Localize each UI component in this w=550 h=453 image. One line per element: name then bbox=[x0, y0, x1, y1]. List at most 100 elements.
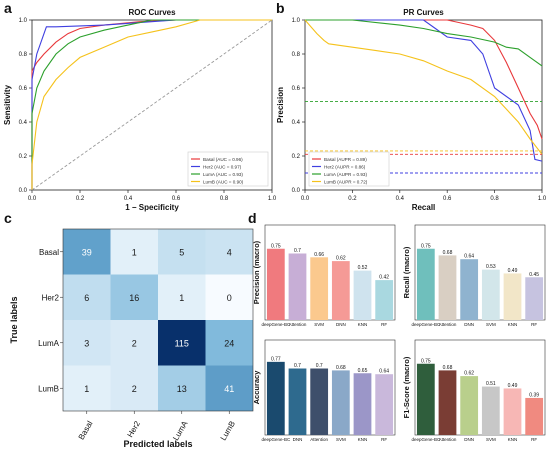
f1-score-frame bbox=[414, 339, 546, 436]
f1-score-category-label: SVM bbox=[486, 437, 496, 442]
f1-score-category-label: deepGene-BC bbox=[411, 437, 441, 442]
confusion-col-label: LumB bbox=[219, 420, 237, 443]
recall-bar bbox=[503, 273, 522, 320]
precision-bar bbox=[353, 270, 372, 320]
roc-ytick-label: 0.2 bbox=[19, 154, 28, 160]
confusion-cell bbox=[63, 320, 111, 366]
confusion-cell bbox=[205, 320, 253, 366]
pr-legend-label: LumB (AUPR = 0.72) bbox=[324, 179, 368, 184]
f1-score-bar-value: 0.62 bbox=[464, 371, 474, 377]
confusion-cell bbox=[63, 365, 111, 411]
accuracy-category-label: deepGene-BC bbox=[261, 437, 291, 442]
recall-bar-value: 0.64 bbox=[464, 254, 474, 260]
confusion-cell bbox=[63, 274, 111, 320]
pr-x-axis-label: Recall bbox=[412, 203, 436, 212]
recall-category-label: Attention bbox=[439, 322, 457, 327]
f1-score-bar-value: 0.68 bbox=[443, 365, 453, 371]
confusion-cell-value: 1 bbox=[132, 247, 137, 257]
precision-bar-value: 0.62 bbox=[336, 256, 346, 262]
precision-bar bbox=[288, 253, 307, 320]
accuracy-bar-value: 0.64 bbox=[379, 369, 389, 375]
confusion-cell-value: 16 bbox=[129, 293, 139, 303]
pr-xtick-label: 0.6 bbox=[443, 196, 452, 202]
precision-category-label: RF bbox=[381, 322, 387, 327]
accuracy-category-label: DNN bbox=[293, 437, 303, 442]
confusion-cell bbox=[158, 365, 206, 411]
accuracy-bar-value: 0.68 bbox=[336, 365, 346, 371]
precision-bar-value: 0.7 bbox=[294, 248, 301, 254]
accuracy-bar bbox=[288, 368, 307, 435]
accuracy-bar bbox=[353, 373, 372, 435]
roc-xtick-label: 0.8 bbox=[220, 196, 229, 202]
f1-score-category-label: Attention bbox=[439, 437, 457, 442]
confusion-cell-value: 5 bbox=[179, 247, 184, 257]
roc-legend-label: Her2 (AUC = 0.97) bbox=[203, 164, 242, 169]
roc-xtick-label: 1.0 bbox=[268, 196, 277, 202]
panel-letter-d: d bbox=[248, 210, 257, 226]
accuracy-frame bbox=[264, 339, 396, 436]
precision-bar bbox=[375, 280, 394, 320]
precision-frame bbox=[264, 224, 396, 321]
confusion-cell-value: 115 bbox=[175, 338, 189, 348]
f1-score-category-label: DNN bbox=[464, 437, 474, 442]
recall-category-label: SVM bbox=[486, 322, 496, 327]
f1-score-bar bbox=[460, 376, 479, 435]
confusion-row-label: Her2 bbox=[42, 293, 60, 302]
roc-series-line-2 bbox=[31, 19, 272, 190]
accuracy-bar bbox=[331, 370, 350, 435]
panel-letter-c: c bbox=[4, 210, 12, 226]
f1-score-category-label: KNN bbox=[508, 437, 518, 442]
confusion-cell bbox=[110, 229, 158, 275]
roc-ytick-label: 1.0 bbox=[19, 18, 28, 24]
recall-y-axis-label: Recall (macro) bbox=[402, 246, 411, 298]
recall-frame bbox=[414, 224, 546, 321]
confusion-row-label: Basal bbox=[39, 248, 59, 257]
roc-series-line-4 bbox=[31, 19, 273, 191]
confusion-cell-value: 2 bbox=[132, 384, 137, 394]
confusion-cell bbox=[158, 320, 206, 366]
pr-series-line-2 bbox=[305, 19, 543, 67]
precision-bar-value: 0.52 bbox=[358, 265, 368, 271]
pr-xtick-label: 0.2 bbox=[348, 196, 357, 202]
accuracy-bar bbox=[266, 361, 285, 435]
roc-xtick-label: 0.6 bbox=[172, 196, 181, 202]
precision-category-label: SVM bbox=[314, 322, 324, 327]
panel-letter-b: b bbox=[276, 0, 285, 16]
confusion-cell-value: 0 bbox=[227, 293, 232, 303]
recall-bar bbox=[416, 248, 435, 320]
pr-xtick-label: 0.4 bbox=[396, 196, 405, 202]
accuracy-bar bbox=[310, 368, 329, 435]
recall-category-label: RF bbox=[531, 322, 537, 327]
roc-ytick-label: 0.8 bbox=[19, 52, 28, 58]
precision-bar-value: 0.66 bbox=[314, 252, 324, 258]
pr-ytick-label: 0.6 bbox=[292, 86, 301, 92]
pr-ytick-label: 0.0 bbox=[292, 188, 301, 194]
f1-score-y-axis-label: F1-Score (macro) bbox=[402, 356, 411, 418]
pr-ytick-label: 0.8 bbox=[292, 52, 301, 58]
confusion-cell-value: 1 bbox=[84, 384, 89, 394]
recall-category-label: KNN bbox=[508, 322, 518, 327]
f1-score-bar bbox=[416, 363, 435, 435]
confusion-cell-value: 13 bbox=[177, 384, 187, 394]
accuracy-bar-value: 0.7 bbox=[294, 363, 301, 369]
f1-score-bar bbox=[481, 386, 500, 435]
panel-letter-a: a bbox=[4, 0, 12, 16]
roc-xtick-label: 0.2 bbox=[76, 196, 85, 202]
accuracy-category-label: Attention bbox=[310, 437, 328, 442]
accuracy-y-axis-label: Accuracy bbox=[252, 370, 261, 405]
pr-ytick-label: 0.2 bbox=[292, 154, 301, 160]
accuracy-bar-value: 0.77 bbox=[271, 356, 281, 362]
confusion-row-label: LumB bbox=[38, 384, 59, 393]
pr-xtick-label: 0.8 bbox=[490, 196, 499, 202]
confusion-y-axis-label: True labels bbox=[9, 296, 19, 343]
confusion-row-label: LumA bbox=[38, 339, 60, 348]
pr-xtick-label: 0.0 bbox=[301, 196, 310, 202]
roc-series-line-3 bbox=[31, 19, 272, 190]
pr-ytick-label: 0.4 bbox=[292, 120, 301, 126]
confusion-cell bbox=[158, 229, 206, 275]
pr-series-line-0 bbox=[305, 19, 543, 140]
pr-xtick-label: 1.0 bbox=[538, 196, 547, 202]
recall-bar bbox=[460, 259, 479, 320]
recall-bar-value: 0.68 bbox=[443, 250, 453, 256]
